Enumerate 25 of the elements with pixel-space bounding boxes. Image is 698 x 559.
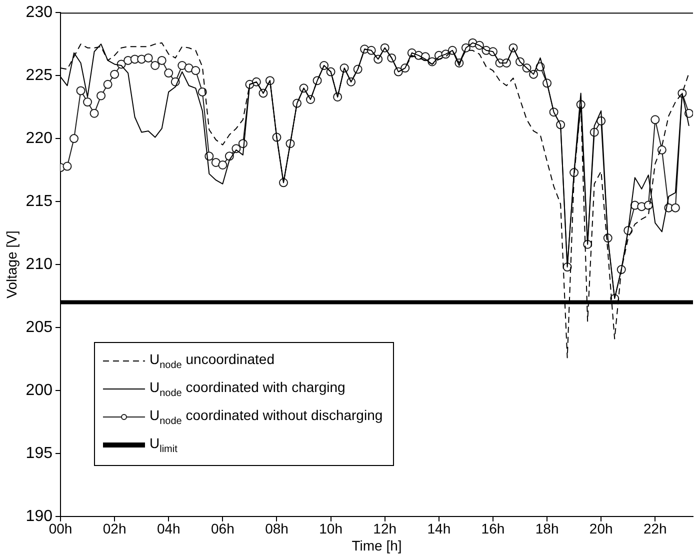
x-tick-label: 20h [589,520,613,537]
x-tick-label: 04h [156,520,180,537]
x-tick-label: 14h [427,520,451,537]
y-tick-label: 225 [26,66,53,84]
y-tick-label: 210 [26,256,53,273]
y-tick-label: 220 [26,130,53,147]
y-tick-label: 215 [26,192,53,210]
legend-label: U$_{node}$ coordinated without discharging [149,407,383,428]
x-tick-label: 08h [265,520,288,537]
x-tick-label: 02h [102,520,126,537]
x-tick-label: 06h [210,520,234,537]
y-axis-title: Voltage [V] [3,230,20,298]
legend-label: U$_{limit}$ [149,435,178,456]
x-tick-label: 10h [319,520,342,537]
y-tick-label: 205 [26,318,53,336]
legend-label: U$_{node}$ coordinated with charging [149,379,346,400]
x-tick-label: 12h [373,520,397,537]
x-tick-label: 18h [535,520,559,537]
x-tick-label: 22h [643,520,667,537]
y-tick-label: 195 [26,444,53,462]
y-tick-label: 200 [26,382,53,399]
y-tick-label: 230 [26,4,53,22]
x-tick-label: 16h [481,520,505,537]
legend-label: U$_{node}$ uncoordinated [149,351,274,372]
x-axis-title: Time [h] [352,537,402,554]
